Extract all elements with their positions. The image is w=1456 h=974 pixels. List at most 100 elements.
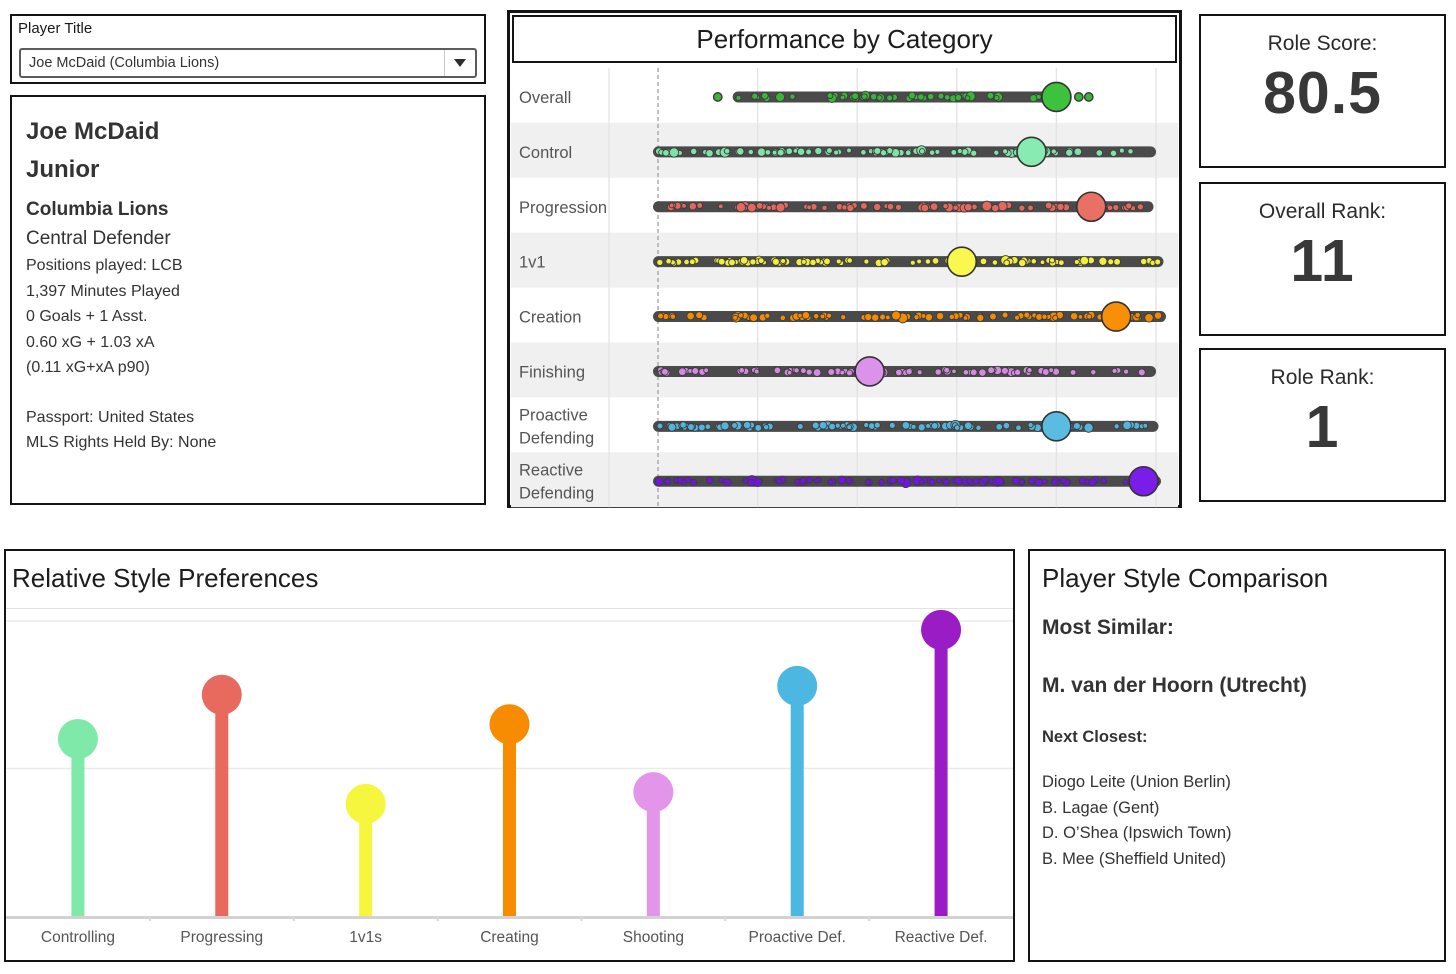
distribution-dot[interactable] <box>775 202 786 213</box>
distribution-dot[interactable] <box>976 313 985 322</box>
player-score-dot[interactable] <box>1041 81 1072 113</box>
distribution-dot[interactable] <box>1014 368 1022 376</box>
distribution-dot[interactable] <box>1098 256 1108 266</box>
distribution-dot[interactable] <box>654 476 664 487</box>
distribution-dot[interactable] <box>930 422 939 430</box>
distribution-dot[interactable] <box>913 314 920 321</box>
distribution-dot[interactable] <box>956 148 963 155</box>
distribution-dot[interactable] <box>826 312 833 319</box>
distribution-dot[interactable] <box>683 258 690 266</box>
distribution-dot[interactable] <box>863 258 870 265</box>
distribution-dot[interactable] <box>771 257 780 266</box>
distribution-dot[interactable] <box>776 148 785 157</box>
distribution-dot[interactable] <box>963 421 973 430</box>
distribution-dot[interactable] <box>737 312 744 319</box>
distribution-dot[interactable] <box>1027 204 1034 212</box>
outlier-dot[interactable] <box>712 92 723 102</box>
distribution-dot[interactable] <box>1112 203 1120 212</box>
distribution-dot[interactable] <box>1056 202 1065 211</box>
distribution-dot[interactable] <box>916 258 922 265</box>
distribution-dot[interactable] <box>828 422 836 431</box>
distribution-dot[interactable] <box>723 478 732 487</box>
distribution-dot[interactable] <box>927 92 935 101</box>
distribution-dot[interactable] <box>1154 258 1162 266</box>
distribution-dot[interactable] <box>1090 369 1097 376</box>
distribution-dot[interactable] <box>924 258 932 265</box>
distribution-dot[interactable] <box>873 202 882 212</box>
distribution-dot[interactable] <box>1153 311 1163 320</box>
distribution-dot[interactable] <box>1019 479 1025 485</box>
distribution-dot[interactable] <box>731 422 738 429</box>
performance-strip-chart[interactable]: Overall Control Progression 1v1 Creation Fini… <box>511 65 1178 509</box>
distribution-dot[interactable] <box>749 258 757 266</box>
distribution-dot[interactable] <box>916 369 923 376</box>
distribution-dot[interactable] <box>986 91 995 100</box>
distribution-dot[interactable] <box>760 91 769 100</box>
distribution-dot[interactable] <box>943 366 951 374</box>
distribution-dot[interactable] <box>1140 257 1148 266</box>
distribution-dot[interactable] <box>975 424 982 431</box>
distribution-dot[interactable] <box>738 367 745 374</box>
outlier-dot[interactable] <box>1073 92 1084 102</box>
lollipop-head[interactable] <box>777 665 818 706</box>
distribution-dot[interactable] <box>1111 367 1118 374</box>
distribution-dot[interactable] <box>962 369 970 376</box>
distribution-dot[interactable] <box>657 312 664 320</box>
distribution-dot[interactable] <box>1034 478 1043 487</box>
distribution-dot[interactable] <box>934 368 942 376</box>
distribution-dot[interactable] <box>908 91 916 100</box>
distribution-dot[interactable] <box>1018 258 1027 268</box>
distribution-dot[interactable] <box>690 147 698 156</box>
distribution-dot[interactable] <box>753 368 760 375</box>
distribution-dot[interactable] <box>801 311 811 320</box>
player-score-dot[interactable] <box>946 246 978 277</box>
distribution-dot[interactable] <box>1049 257 1056 264</box>
distribution-dot[interactable] <box>656 258 664 266</box>
distribution-dot[interactable] <box>909 259 916 266</box>
distribution-dot[interactable] <box>668 147 680 158</box>
distribution-dot[interactable] <box>846 369 853 377</box>
distribution-dot[interactable] <box>917 423 926 432</box>
distribution-dot[interactable] <box>886 94 894 102</box>
distribution-dot[interactable] <box>747 148 754 156</box>
distribution-dot[interactable] <box>1113 423 1120 430</box>
distribution-dot[interactable] <box>771 149 778 156</box>
distribution-dot[interactable] <box>805 368 813 376</box>
distribution-dot[interactable] <box>1083 422 1094 433</box>
distribution-dot[interactable] <box>879 149 888 157</box>
distribution-dot[interactable] <box>928 478 936 486</box>
distribution-dot[interactable] <box>749 313 758 323</box>
distribution-dot[interactable] <box>780 258 787 264</box>
distribution-dot[interactable] <box>876 94 883 101</box>
distribution-dot[interactable] <box>954 93 963 102</box>
distribution-dot[interactable] <box>717 203 724 210</box>
distribution-dot[interactable] <box>935 311 945 321</box>
distribution-dot[interactable] <box>736 147 745 156</box>
distribution-dot[interactable] <box>754 423 763 432</box>
distribution-dot[interactable] <box>688 202 697 211</box>
distribution-dot[interactable] <box>964 95 971 101</box>
distribution-dot[interactable] <box>732 314 739 321</box>
distribution-dot[interactable] <box>1050 148 1057 155</box>
lollipop-head[interactable] <box>489 704 530 745</box>
distribution-dot[interactable] <box>739 256 749 265</box>
player-score-dot[interactable] <box>1128 465 1159 497</box>
distribution-dot[interactable] <box>826 147 833 154</box>
distribution-dot[interactable] <box>763 424 770 431</box>
distribution-dot[interactable] <box>1014 314 1020 321</box>
distribution-dot[interactable] <box>924 313 934 322</box>
distribution-dot[interactable] <box>681 202 687 209</box>
distribution-dot[interactable] <box>684 476 692 484</box>
distribution-dot[interactable] <box>943 478 951 486</box>
distribution-dot[interactable] <box>966 477 973 485</box>
distribution-dot[interactable] <box>723 147 731 155</box>
distribution-dot[interactable] <box>910 423 917 430</box>
distribution-dot[interactable] <box>1030 258 1037 265</box>
distribution-dot[interactable] <box>1073 147 1083 156</box>
distribution-dot[interactable] <box>821 204 828 212</box>
distribution-dot[interactable] <box>981 476 989 484</box>
distribution-dot[interactable] <box>981 200 993 212</box>
player-select-value[interactable]: Joe McDaid (Columbia Lions) <box>29 55 220 71</box>
distribution-dot[interactable] <box>823 257 831 266</box>
distribution-dot[interactable] <box>1109 149 1118 157</box>
